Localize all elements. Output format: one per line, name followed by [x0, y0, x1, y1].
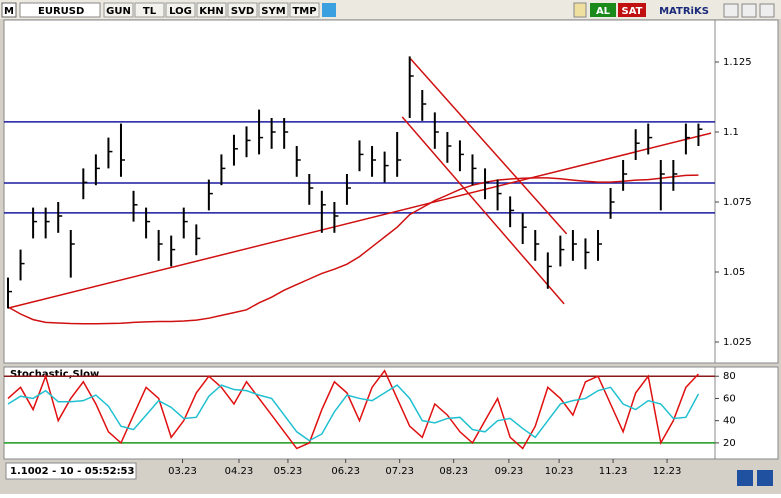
- scroll-icon[interactable]: [757, 470, 773, 486]
- close-button[interactable]: [759, 3, 775, 18]
- x-tick-label: 04.23: [225, 466, 254, 477]
- x-tick-label: 10.23: [545, 466, 574, 477]
- y-tick-label: 1.025: [723, 337, 752, 348]
- x-tick-label: 12.23: [653, 466, 682, 477]
- twitter-icon[interactable]: [322, 3, 336, 17]
- toolbar-button[interactable]: [103, 2, 134, 18]
- stochastic-line: [7, 369, 699, 450]
- trend-line: [401, 116, 565, 305]
- y-tick-label: 1.075: [723, 197, 752, 208]
- buy-label: AL: [596, 6, 611, 17]
- toolbar-button-label: KHN: [199, 6, 224, 17]
- y-tick-label: 1.05: [723, 267, 745, 278]
- toolbar-button[interactable]: [289, 2, 320, 18]
- logo-button[interactable]: [1, 2, 17, 18]
- toolbar-button-label: GUN: [106, 6, 131, 17]
- x-tick-label: 08.23: [439, 466, 468, 477]
- sell-button[interactable]: [618, 3, 646, 17]
- toolbar-button-label: SVD: [231, 6, 254, 17]
- symbol: EURUSD: [38, 6, 84, 17]
- toolbar-button-label: SYM: [261, 6, 285, 17]
- stochastic-panel: [3, 366, 779, 460]
- x-tick-label: 06.23: [331, 466, 360, 477]
- toolbar-button[interactable]: [196, 2, 227, 18]
- toolbar-button[interactable]: [134, 2, 165, 18]
- toolbar-button[interactable]: [258, 2, 289, 18]
- toolbar-button-label: LOG: [169, 6, 192, 17]
- y-tick-label: 40: [723, 416, 736, 427]
- sell-label: SAT: [622, 6, 643, 17]
- buy-button[interactable]: [590, 3, 616, 17]
- price-panel: [3, 19, 779, 364]
- indicator-title: Stochastic,Slow: [10, 369, 99, 380]
- y-tick-label: 60: [723, 393, 736, 404]
- minimize-button[interactable]: [723, 3, 739, 18]
- y-tick-label: 1.125: [723, 57, 752, 68]
- brand: MATRiKS: [659, 6, 709, 17]
- toolbar-button[interactable]: [165, 2, 196, 18]
- stochastic-line: [7, 384, 700, 442]
- logo: M: [4, 6, 14, 17]
- status: 1.1002 - 10 - 05:52:53: [10, 466, 135, 477]
- settings-icon[interactable]: [737, 470, 753, 486]
- moving-average: [7, 174, 699, 325]
- y-tick-label: 20: [723, 438, 736, 449]
- x-tick-label: 11.23: [599, 466, 628, 477]
- status-box: [5, 462, 137, 480]
- toolbar-button-label: TMP: [292, 6, 316, 17]
- x-tick-label: 03.23: [168, 466, 197, 477]
- maximize-button[interactable]: [741, 3, 757, 18]
- x-tick-label: 07.23: [385, 466, 414, 477]
- toolbar-button-label: TL: [143, 6, 157, 17]
- refresh-icon[interactable]: [573, 2, 587, 18]
- symbol-box[interactable]: [19, 2, 101, 18]
- trend-line: [410, 58, 568, 235]
- y-tick-label: 1.1: [723, 127, 739, 138]
- trend-line: [7, 132, 712, 309]
- y-tick-label: 80: [723, 371, 736, 382]
- toolbar-button[interactable]: [227, 2, 258, 18]
- x-tick-label: 09.23: [495, 466, 524, 477]
- x-tick-label: 05.23: [274, 466, 303, 477]
